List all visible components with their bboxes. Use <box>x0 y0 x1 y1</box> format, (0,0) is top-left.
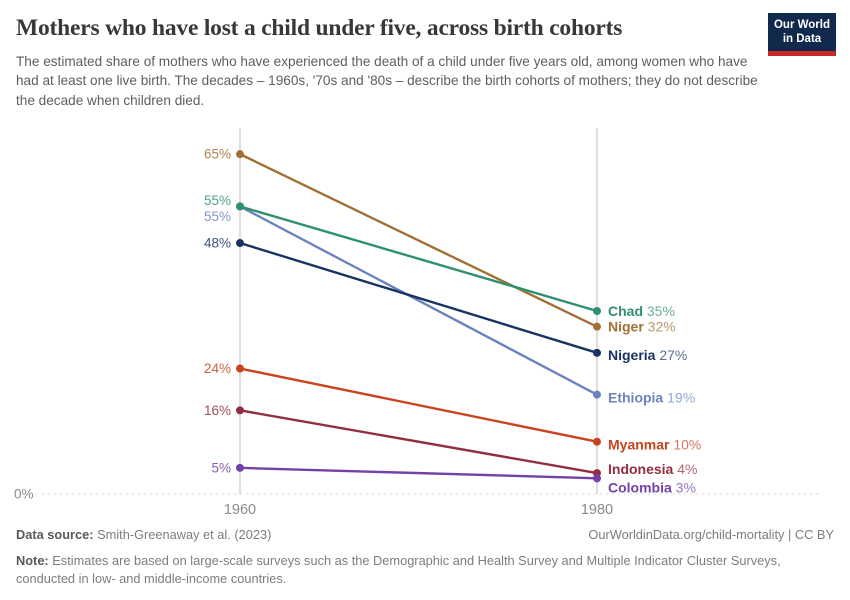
header: Mothers who have lost a child under five… <box>0 0 850 110</box>
series-start-label-indonesia: 16% <box>204 403 231 418</box>
x-tick-label-1980: 1980 <box>581 502 613 518</box>
series-start-label-nigeria: 48% <box>204 236 231 251</box>
series-dot-niger-end <box>593 322 601 331</box>
chart-subtitle: The estimated share of mothers who have … <box>16 53 758 108</box>
series-line-myanmar <box>239 367 598 443</box>
owid-logo: Our World in Data <box>768 13 836 57</box>
series-end-label-indonesia: Indonesia 4% <box>608 461 697 477</box>
note-label: Note: <box>16 552 49 568</box>
series-dot-nigeria-start <box>236 239 244 248</box>
data-source: Data source: Smith-Greenaway et al. (202… <box>16 527 271 544</box>
series-dot-chad-end <box>593 307 601 315</box>
series-dot-colombia-start <box>236 463 244 472</box>
series-end-label-niger: Niger 32% <box>608 319 676 335</box>
series-end-label-chad: Chad 35% <box>608 303 675 319</box>
series-line-indonesia <box>239 409 598 475</box>
series-dot-nigeria-end <box>593 348 601 357</box>
slope-chart: 0% 1960 1980 65% Niger 32% 55% Ethiopia 19% 55%… <box>0 116 850 527</box>
series-start-label-niger: 65% <box>204 147 231 162</box>
series-line-ethiopia <box>239 205 598 396</box>
series-start-label-myanmar: 24% <box>204 361 231 376</box>
series-end-label-ethiopia: Ethiopia 19% <box>608 390 695 406</box>
data-source-label: Data source: <box>16 527 94 542</box>
logo-text-line2: in Data <box>782 32 822 45</box>
data-source-value: Smith-Greenaway et al. (2023) <box>97 527 272 542</box>
logo-text-line1: Our World <box>773 19 830 31</box>
chart-note: Note: Estimates are based on large-scale… <box>16 552 794 588</box>
slope-chart-svg: 0% 1960 1980 65% Niger 32% 55% Ethiopia 19% 55%… <box>14 128 822 518</box>
series-dot-ethiopia-end <box>593 390 601 399</box>
license-link: OurWorldinData.org/child-mortality | CC … <box>588 527 834 542</box>
series-dot-myanmar-start <box>236 364 244 373</box>
x-tick-label-1960: 1960 <box>224 502 256 518</box>
footer: Data source: Smith-Greenaway et al. (202… <box>16 527 834 588</box>
series-end-label-colombia: Colombia 3% <box>608 479 696 495</box>
series-dot-niger-start <box>236 150 244 159</box>
series-line-colombia <box>239 466 598 480</box>
series-dot-indonesia-start <box>236 406 244 415</box>
series-line-chad <box>239 205 598 313</box>
series-dot-colombia-end <box>593 474 601 483</box>
series-end-label-nigeria: Nigeria 27% <box>608 347 687 363</box>
note-text: Estimates are based on large-scale surve… <box>16 552 781 586</box>
series-line-nigeria <box>239 241 598 354</box>
series-dot-chad-start <box>236 202 244 211</box>
chart-title: Mothers who have lost a child under five… <box>16 15 623 41</box>
series-dot-myanmar-end <box>593 437 601 446</box>
series-line-niger <box>239 153 598 328</box>
series-start-label-colombia: 5% <box>211 460 231 475</box>
series-end-label-myanmar: Myanmar 10% <box>608 437 701 453</box>
series-start-label-chad: 55% <box>204 193 231 208</box>
series-start-label-ethiopia: 55% <box>204 209 231 224</box>
y-axis-zero-label: 0% <box>14 487 34 502</box>
